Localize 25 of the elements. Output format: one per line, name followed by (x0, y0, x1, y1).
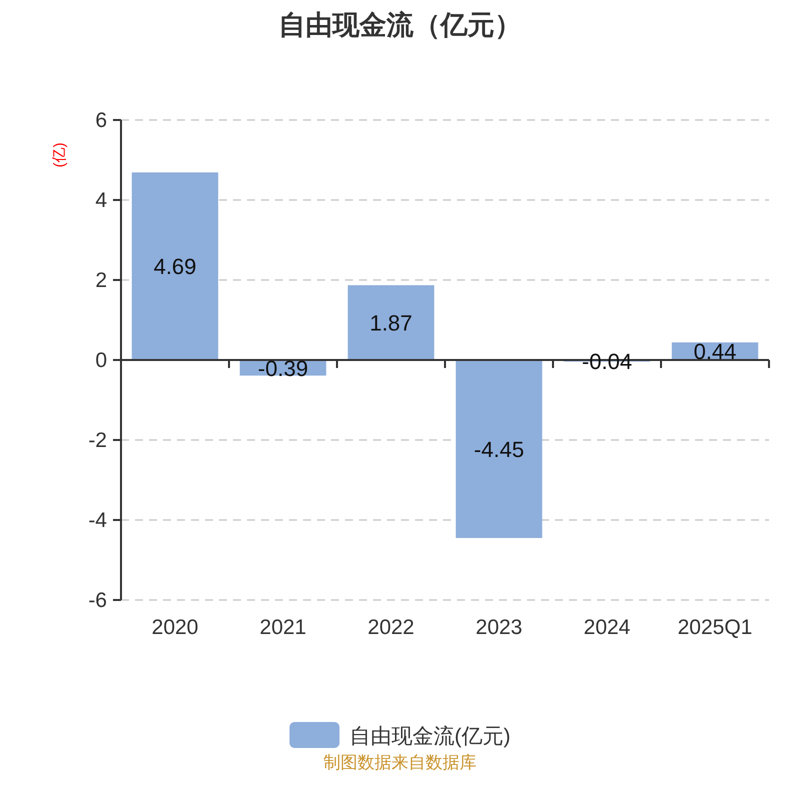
bar (348, 285, 434, 360)
y-tick-label: 0 (95, 349, 107, 372)
x-tick-label: 2024 (584, 616, 631, 639)
legend-label: 自由现金流(亿元) (350, 725, 510, 748)
data-label: 1.87 (370, 310, 412, 336)
bar (456, 360, 542, 538)
chart-title: 自由现金流（亿元） (278, 10, 522, 40)
y-axis-title: (亿) (51, 142, 68, 168)
data-label: -4.45 (474, 437, 524, 462)
x-tick-label: 2020 (152, 616, 198, 639)
y-tick-label: 4 (95, 189, 108, 212)
data-label: 4.69 (154, 254, 196, 280)
data-label: -0.39 (258, 356, 308, 381)
x-tick-label: 2023 (476, 616, 522, 639)
y-tick-label: -4 (88, 509, 108, 532)
data-label: 0.44 (694, 339, 736, 364)
bar (132, 172, 218, 360)
y-tick-label: 2 (95, 269, 107, 292)
y-tick-label: -2 (88, 429, 107, 452)
x-tick-label: 2022 (368, 616, 414, 639)
y-tick-label: 6 (95, 109, 107, 132)
x-tick-label: 2021 (260, 616, 306, 639)
text: 制图数据来自数据库 (324, 753, 476, 772)
y-tick-label: -6 (88, 589, 107, 612)
x-tick-label: 2025Q1 (678, 616, 752, 639)
